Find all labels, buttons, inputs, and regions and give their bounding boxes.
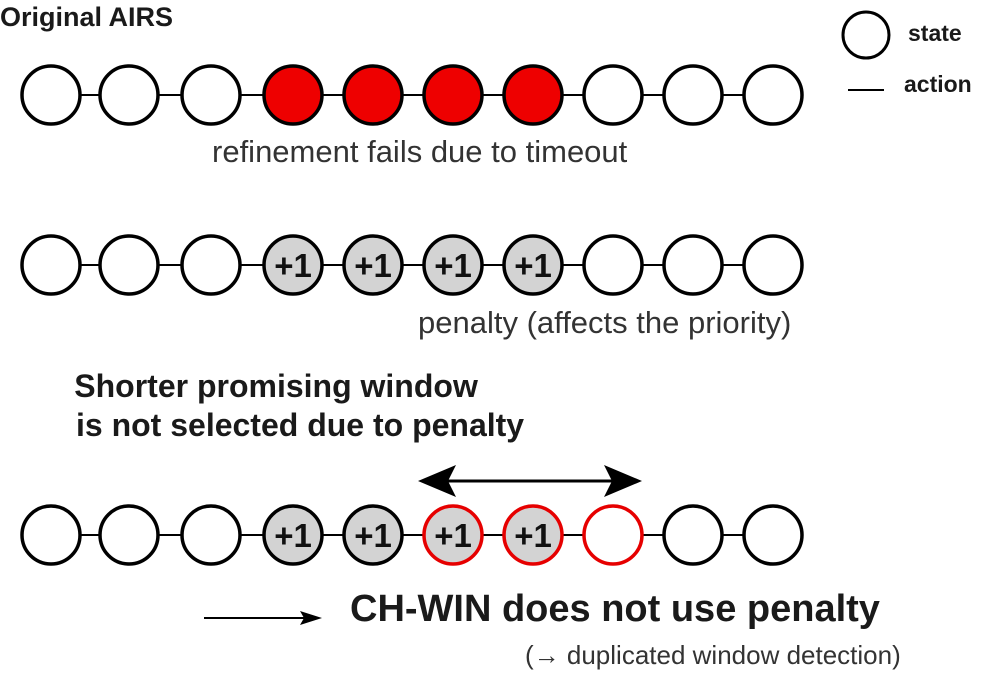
penalty-label: +1 <box>274 247 312 284</box>
state-node <box>342 234 404 296</box>
state-node <box>20 234 82 296</box>
state-node <box>98 64 160 126</box>
state-node <box>98 504 160 566</box>
footer-arrow-icon <box>204 611 322 625</box>
state-node <box>422 504 484 566</box>
legend-state-label: state <box>908 20 962 46</box>
state-node <box>662 234 724 296</box>
penalty-label: +1 <box>354 247 392 284</box>
row-original-airs <box>20 64 804 126</box>
legend-state-icon <box>841 10 891 60</box>
row3-heading-line2: is not selected due to penalty <box>76 407 525 444</box>
state-node <box>742 64 804 126</box>
row-shorter-window: +1 +1 +1 +1 <box>20 504 804 566</box>
state-node <box>742 234 804 296</box>
state-node <box>422 64 484 126</box>
row1-caption: refinement fails due to timeout <box>212 134 628 169</box>
state-node <box>20 504 82 566</box>
penalty-label: +1 <box>434 247 472 284</box>
row3-heading-line1: Shorter promising window <box>74 368 478 404</box>
penalty-label: +1 <box>354 517 392 554</box>
diagram-title: Original AIRS <box>0 2 174 32</box>
state-node <box>502 504 564 566</box>
state-node <box>20 64 82 126</box>
state-node <box>180 504 242 566</box>
state-node <box>422 234 484 296</box>
state-node <box>662 504 724 566</box>
penalty-label: +1 <box>514 247 552 284</box>
penalty-label: +1 <box>514 517 552 554</box>
state-node <box>582 234 644 296</box>
state-node <box>502 234 564 296</box>
row-penalty: +1 +1 +1 +1 <box>20 234 804 296</box>
state-node <box>742 504 804 566</box>
penalty-label: +1 <box>434 517 472 554</box>
state-node <box>180 64 242 126</box>
state-node <box>502 64 564 126</box>
window-double-arrow <box>418 465 642 497</box>
legend-action-label: action <box>904 71 972 97</box>
state-node <box>582 64 644 126</box>
state-node <box>262 234 324 296</box>
state-node <box>98 234 160 296</box>
state-node <box>262 64 324 126</box>
state-node <box>180 234 242 296</box>
state-node <box>662 64 724 126</box>
state-node <box>582 504 644 566</box>
state-node <box>342 64 404 126</box>
state-node <box>262 504 324 566</box>
row2-caption: penalty (affects the priority) <box>418 305 792 340</box>
row3-heading: Shorter promising window is not selected… <box>28 367 524 445</box>
footer-note-text: (→ duplicated window detection) <box>525 640 901 670</box>
state-node <box>342 504 404 566</box>
footer-main-text: CH-WIN does not use penalty <box>350 588 880 630</box>
penalty-label: +1 <box>274 517 312 554</box>
